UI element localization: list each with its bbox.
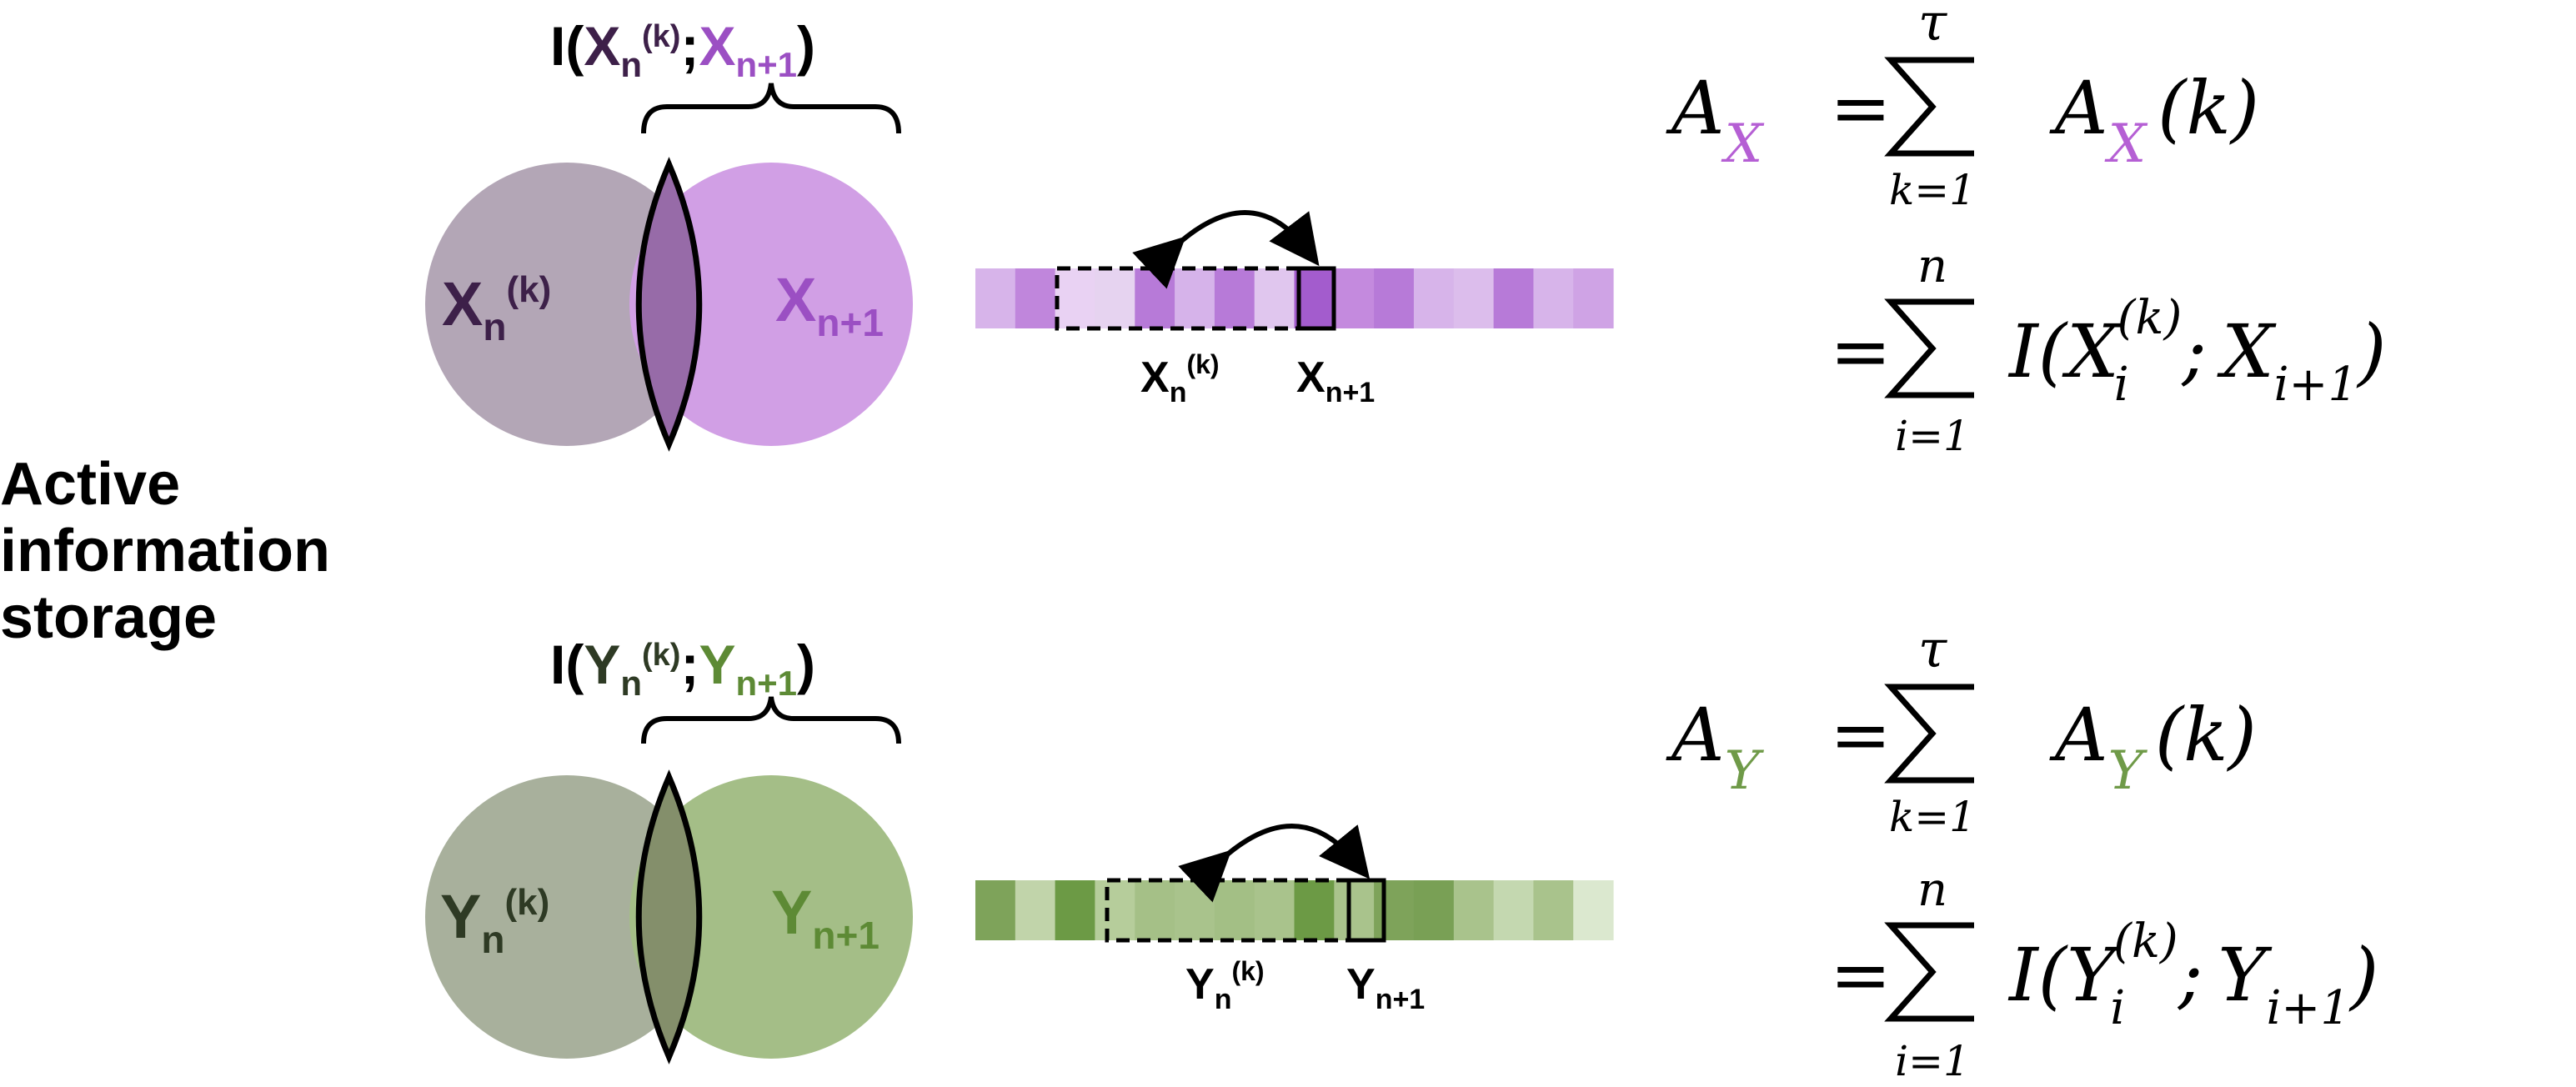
strip-past-label-y: Yn(k) — [1185, 956, 1265, 1015]
eq1-term-x: AX (k) — [2049, 65, 2259, 175]
equation-block-x: AX = τ k=1 AX (k) = n i=1 I(Xi(k); Xi+1) — [1666, 0, 2386, 460]
eq-lhs-x: AX — [1666, 65, 1765, 175]
eq2-sum-bottom-x: i=1 — [1895, 412, 1970, 460]
strip-cell — [975, 268, 1016, 328]
strip-cell — [1055, 880, 1095, 940]
strip-cell — [1573, 268, 1614, 328]
eq1-term-y: AY (k) — [2049, 692, 2257, 802]
panel-x: I(Xn(k);Xn+1) Xn(k) Xn+1 Xn(k) Xn+1 AX — [425, 0, 2386, 460]
eq1-sum-bottom-x: k=1 — [1889, 166, 1976, 214]
sum-symbol-y-2 — [1884, 922, 1974, 1022]
venn-past-circle-y — [425, 775, 709, 1059]
eq2-sum-top-x: n — [1917, 239, 1947, 293]
sum-symbol-x-1 — [1884, 57, 1974, 157]
eq1-sum-top-x: τ — [1918, 0, 1948, 53]
venn-future-label-x: Xn+1 — [775, 265, 884, 344]
venn-overlap-x — [635, 157, 703, 452]
brace-y — [641, 696, 901, 744]
strip-cell — [1453, 880, 1495, 940]
strip-cell — [1334, 268, 1375, 328]
strip-cell — [1214, 880, 1255, 940]
sum-symbol-x-2 — [1884, 298, 1974, 398]
time-series-strip-y — [975, 880, 1614, 940]
strip-cell — [1453, 268, 1495, 328]
venn-past-label-y: Yn(k) — [440, 882, 549, 961]
strip-cell — [1095, 880, 1135, 940]
strip-cell — [1015, 880, 1056, 940]
strip-cell — [1573, 880, 1614, 940]
strip-cell — [1135, 880, 1175, 940]
venn-past-circle-x — [425, 163, 709, 446]
venn-overlap-y — [635, 769, 703, 1064]
side-label-line2: information — [0, 518, 330, 584]
mi-label-y: I(Yn(k);Yn+1) — [550, 634, 815, 703]
eq-lhs-y: AY — [1666, 692, 1765, 802]
side-label-line1: Active — [0, 451, 180, 518]
venn-future-label-y: Yn+1 — [771, 878, 880, 957]
strip-cell — [1254, 880, 1296, 940]
strip-cell — [1493, 880, 1534, 940]
brace-x — [641, 83, 901, 134]
strip-cell — [1135, 268, 1175, 328]
strip-cell — [1254, 268, 1296, 328]
strip-cell — [1095, 268, 1135, 328]
strip-cell — [1374, 268, 1415, 328]
strip-cell — [1533, 268, 1574, 328]
equation-block-y: AY = τ k=1 AY (k) = n i=1 I(Yi(k); Yi+1) — [1666, 619, 2378, 1085]
strip-cell — [1175, 880, 1215, 940]
strip-cell — [1413, 268, 1455, 328]
venn-future-circle-y — [629, 775, 913, 1059]
panel-y: I(Yn(k);Yn+1) Yn(k) Yn+1 Yn(k) Yn+1 AY =… — [425, 619, 2378, 1085]
eq2-equals-y: = — [1830, 932, 1892, 1018]
dependency-arrow-x — [1132, 210, 1320, 289]
strip-cell — [1413, 880, 1455, 940]
eq1-equals-x: = — [1830, 65, 1892, 151]
strip-cell — [1374, 880, 1415, 940]
strip-cell — [1493, 268, 1534, 328]
dependency-arrow-y — [1178, 824, 1371, 903]
venn-future-circle-x — [629, 163, 913, 446]
strip-cell — [975, 880, 1016, 940]
strip-future-label-y: Yn+1 — [1346, 960, 1425, 1015]
strip-cell — [1334, 880, 1375, 940]
strip-past-label-x: Xn(k) — [1140, 349, 1220, 408]
eq1-equals-y: = — [1830, 692, 1892, 778]
eq2-sum-bottom-y: i=1 — [1895, 1037, 1970, 1085]
mi-label-x: I(Xn(k);Xn+1) — [550, 15, 815, 84]
side-label: Active information storage — [0, 451, 330, 651]
strip-cell — [1175, 268, 1215, 328]
time-series-strip-x — [975, 268, 1614, 328]
strip-cell — [1294, 880, 1335, 940]
strip-cell — [1015, 268, 1056, 328]
eq2-term-y: I(Yi(k); Yi+1) — [2007, 914, 2378, 1035]
strip-cell — [1055, 268, 1095, 328]
sum-symbol-y-1 — [1884, 684, 1974, 784]
eq1-sum-top-y: τ — [1918, 619, 1948, 679]
strip-future-label-x: Xn+1 — [1296, 353, 1375, 408]
eq1-sum-bottom-y: k=1 — [1889, 793, 1976, 841]
strip-cell — [1533, 880, 1574, 940]
strip-cell — [1214, 268, 1255, 328]
eq2-term-x: I(Xi(k); Xi+1) — [2007, 291, 2386, 412]
venn-past-label-x: Xn(k) — [442, 269, 551, 348]
side-label-line3: storage — [0, 584, 217, 651]
eq2-equals-x: = — [1830, 308, 1892, 394]
eq2-sum-top-y: n — [1917, 863, 1947, 917]
